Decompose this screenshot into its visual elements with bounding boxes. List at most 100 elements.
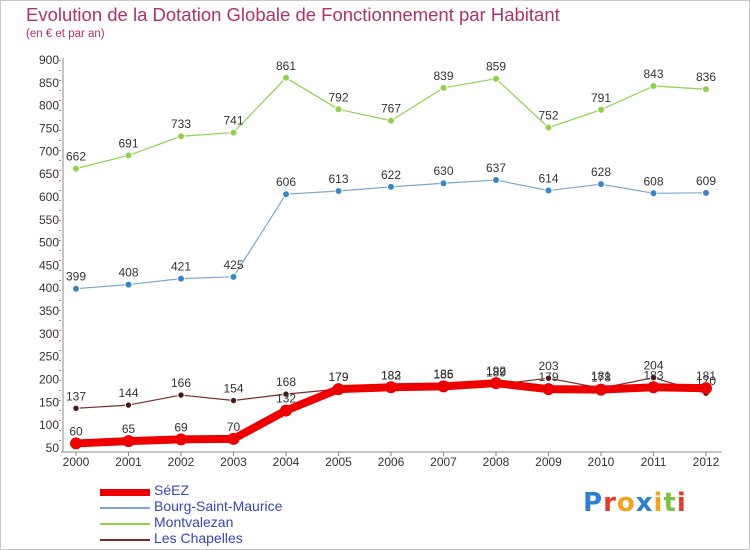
data-label-les-chapelles: 144 <box>118 386 138 400</box>
logo-letter: i <box>676 488 687 518</box>
data-point-les-chapelles <box>544 374 553 382</box>
data-point-s-ez <box>175 433 187 446</box>
data-label-bourg-saint-maurice: 408 <box>118 266 138 280</box>
logo-letter: x <box>635 488 654 518</box>
data-label-montvalezan: 843 <box>643 67 663 81</box>
proxiti-logo: Proxiti <box>583 488 687 518</box>
x-tick-label: 2003 <box>220 455 247 469</box>
data-point-s-ez <box>490 377 502 390</box>
data-point-bourg-saint-maurice <box>492 176 500 185</box>
data-label-s-ez: 69 <box>174 420 188 434</box>
logo-letter: t <box>663 488 677 518</box>
data-label-s-ez: 181 <box>696 369 716 383</box>
x-tick-label: 2012 <box>693 455 720 469</box>
legend-swatch <box>100 488 150 496</box>
legend-swatch <box>100 523 150 525</box>
data-point-bourg-saint-maurice <box>229 272 238 281</box>
data-point-bourg-saint-maurice <box>702 188 710 197</box>
data-label-les-chapelles: 189 <box>486 366 506 380</box>
data-label-les-chapelles: 181 <box>591 369 611 383</box>
data-point-s-ez <box>542 383 555 396</box>
legend-label: Les Chapelles <box>154 530 243 546</box>
y-tick-label: 900 <box>39 53 59 67</box>
y-tick-label: 250 <box>39 350 59 364</box>
data-point-s-ez <box>595 383 607 396</box>
data-point-bourg-saint-maurice <box>439 179 448 188</box>
data-label-montvalezan: 741 <box>223 114 243 128</box>
data-label-les-chapelles: 186 <box>433 367 453 381</box>
data-label-bourg-saint-maurice: 637 <box>486 161 506 175</box>
data-point-les-chapelles <box>72 404 80 412</box>
data-label-s-ez: 70 <box>227 420 241 434</box>
data-label-montvalezan: 791 <box>591 91 611 105</box>
logo-letter: r <box>603 488 617 518</box>
data-label-montvalezan: 691 <box>118 136 138 150</box>
data-label-montvalezan: 767 <box>381 102 401 116</box>
x-tick-label: 2009 <box>535 455 562 469</box>
data-point-les-chapelles <box>229 396 238 405</box>
data-point-montvalezan <box>72 164 80 173</box>
x-tick-label: 2002 <box>168 455 195 469</box>
data-label-montvalezan: 792 <box>328 90 348 104</box>
legend-item: Montvalezan <box>100 514 360 532</box>
data-point-montvalezan <box>649 82 658 91</box>
data-label-bourg-saint-maurice: 628 <box>591 165 611 179</box>
chart-title: Evolution de la Dotation Globale de Fonc… <box>26 4 560 25</box>
data-label-s-ez: 60 <box>69 424 83 438</box>
y-tick-label: 600 <box>39 190 59 204</box>
data-label-s-ez: 192 <box>486 364 506 378</box>
x-tick-label: 2006 <box>378 455 405 469</box>
data-label-les-chapelles: 137 <box>66 389 86 403</box>
data-point-s-ez <box>280 404 292 417</box>
data-point-les-chapelles <box>649 374 658 382</box>
data-label-montvalezan: 861 <box>276 59 296 73</box>
data-point-montvalezan <box>334 105 343 114</box>
y-tick-label: 150 <box>39 395 59 409</box>
data-label-montvalezan: 859 <box>486 60 506 74</box>
legend-label: SéEZ <box>154 482 190 498</box>
legend-item: Bourg-Saint-Maurice <box>100 498 360 516</box>
x-tick-label: 2008 <box>483 455 510 469</box>
data-point-bourg-saint-maurice <box>597 180 605 189</box>
data-point-bourg-saint-maurice <box>177 274 185 283</box>
data-point-bourg-saint-maurice <box>387 182 395 191</box>
data-label-bourg-saint-maurice: 622 <box>381 168 401 182</box>
data-point-s-ez <box>227 432 240 445</box>
data-label-s-ez: 179 <box>538 370 558 384</box>
data-point-montvalezan <box>544 123 553 132</box>
data-point-s-ez <box>437 380 450 393</box>
data-label-les-chapelles: 168 <box>276 375 296 389</box>
data-label-les-chapelles: 179 <box>328 370 348 384</box>
legend-label: Montvalezan <box>154 514 234 530</box>
data-label-s-ez: 183 <box>381 368 401 382</box>
data-label-bourg-saint-maurice: 608 <box>643 174 663 188</box>
data-point-s-ez <box>122 435 135 448</box>
data-label-montvalezan: 733 <box>171 117 191 131</box>
x-tick-label: 2010 <box>588 455 615 469</box>
y-tick-label: 400 <box>39 281 59 295</box>
data-point-les-chapelles <box>177 391 185 399</box>
data-label-montvalezan: 839 <box>433 69 453 83</box>
y-tick-label: 800 <box>39 99 59 113</box>
y-tick-label: 50 <box>46 441 60 455</box>
data-point-montvalezan <box>387 116 395 125</box>
data-point-s-ez <box>385 381 397 394</box>
logo-letter: i <box>653 488 664 518</box>
data-label-montvalezan: 752 <box>538 109 558 123</box>
data-label-bourg-saint-maurice: 614 <box>538 172 558 186</box>
data-label-bourg-saint-maurice: 425 <box>223 258 243 272</box>
x-tick-label: 2004 <box>273 455 300 469</box>
data-label-les-chapelles: 204 <box>643 359 663 373</box>
data-label-s-ez: 178 <box>591 371 611 385</box>
legend-item: Les Chapelles <box>100 530 360 548</box>
data-label-bourg-saint-maurice: 609 <box>696 174 716 188</box>
data-point-s-ez <box>70 437 82 450</box>
data-point-montvalezan <box>177 132 185 141</box>
y-tick-label: 650 <box>39 167 59 181</box>
data-point-bourg-saint-maurice <box>72 284 80 293</box>
data-label-bourg-saint-maurice: 606 <box>276 175 296 189</box>
logo-letter: o <box>616 488 636 518</box>
data-label-montvalezan: 836 <box>696 70 716 84</box>
